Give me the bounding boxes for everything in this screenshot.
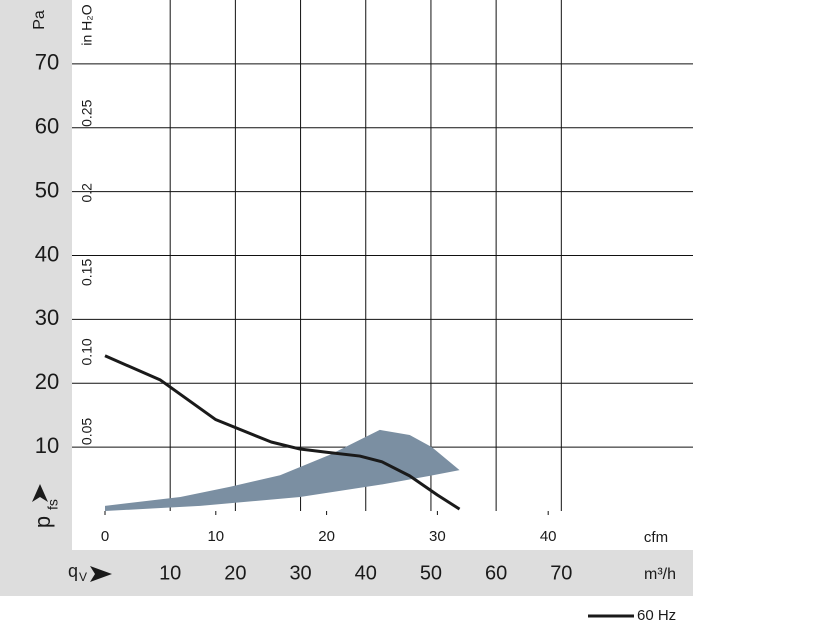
x-tick-label: 10 (207, 528, 224, 545)
x2-tick-label: 30 (289, 562, 311, 584)
x2-label-sub: V (79, 570, 87, 584)
bottom-band (0, 550, 693, 596)
x-unit: cfm (644, 529, 668, 546)
y-tick-label: 20 (35, 369, 59, 394)
x-tick-label: 40 (540, 528, 557, 545)
x2-tick-label: 10 (159, 562, 181, 584)
y2-tick-label: 0.2 (79, 183, 95, 203)
x-tick-label: 20 (318, 528, 335, 545)
y2-unit: in H₂O (79, 4, 95, 45)
x2-unit: m³/h (644, 566, 676, 583)
x-tick-label: 30 (429, 528, 446, 545)
x2-tick-label: 50 (420, 562, 442, 584)
x2-tick-label: 70 (550, 562, 572, 584)
operating-area (105, 429, 460, 511)
x-tick-label: 0 (101, 528, 109, 545)
y-label-main: p (30, 516, 55, 528)
y-tick-label: 40 (35, 241, 59, 266)
y-tick-label: 10 (35, 433, 59, 458)
x2-label: q (68, 561, 78, 581)
y-unit: Pa (31, 10, 48, 30)
y-tick-label: 50 (35, 177, 59, 202)
curve (104, 354, 461, 511)
x2-tick-label: 60 (485, 562, 507, 584)
y2-tick-label: 0.15 (79, 259, 95, 286)
x2-arrow (90, 566, 112, 582)
y-tick-label: 70 (35, 50, 59, 75)
y2-tick-label: 0.05 (79, 418, 95, 445)
x2-tick-label: 40 (355, 562, 377, 584)
y2-tick-label: 0.25 (79, 99, 95, 126)
x2-tick-label: 20 (224, 562, 246, 584)
y-label-sub: fs (45, 499, 61, 510)
y2-tick-label: 0.10 (79, 338, 95, 365)
y-label: p fs (30, 499, 61, 528)
legend-label: 60 Hz (637, 607, 676, 624)
left-band (0, 0, 72, 550)
y-arrow (32, 484, 48, 502)
y-tick-label: 30 (35, 305, 59, 330)
y-tick-label: 60 (35, 114, 59, 139)
